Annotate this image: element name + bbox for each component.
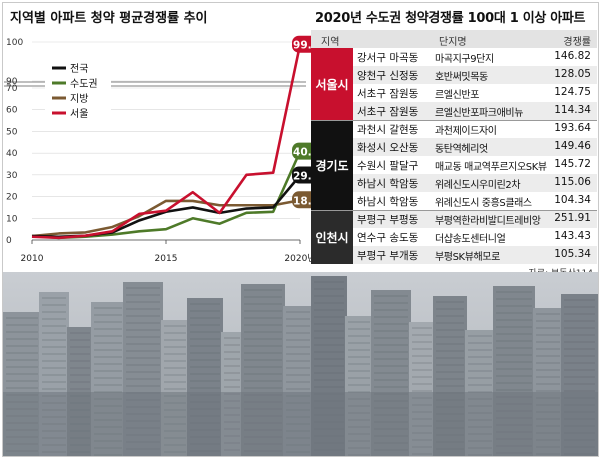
end-label-value: 29.7 xyxy=(293,171,312,183)
cell-rate: 115.06 xyxy=(554,176,591,188)
table-title: 2020년 수도권 청약경쟁률 100대 1 이상 아파트 xyxy=(315,11,586,26)
end-label-badge xyxy=(292,166,312,184)
table-row: 강서구 마곡동 마곡지구9단지 146.82 xyxy=(353,48,597,66)
chart-title: 지역별 아파트 청약 평균경쟁률 추이 xyxy=(10,10,208,26)
cell-district: 하남시 학암동 xyxy=(357,178,419,190)
table-row: 부평구 부평동 부평역한라비발디트레비앙 251.91 xyxy=(353,210,597,228)
cell-rate: 105.34 xyxy=(554,248,591,260)
cell-complex: 위례신도시 중흥S클래스 xyxy=(435,198,532,209)
region-gyeonggi: 경기도 xyxy=(311,120,353,210)
end-label-badge xyxy=(292,35,312,53)
table-row: 서초구 잠원동 르엘신반포파크애비뉴 114.34 xyxy=(353,102,597,120)
table-row: 서초구 잠원동 르엘신반포 124.75 xyxy=(353,84,597,102)
cell-district: 강서구 마곡동 xyxy=(357,52,419,64)
y-tick-label: 100 xyxy=(6,38,23,48)
cell-district: 수원시 팔달구 xyxy=(357,160,419,172)
table-row: 수원시 팔달구 매교동 매교역푸르지오SK뷰 145.72 xyxy=(353,156,597,174)
end-label-value: 99.3 xyxy=(293,40,312,52)
cell-rate: 193.64 xyxy=(554,122,591,134)
cell-district: 서초구 잠원동 xyxy=(357,88,419,100)
table-row: 하남시 학암동 위례신도시우미린2차 115.06 xyxy=(353,174,597,192)
end-label-value: 18.3 xyxy=(293,195,312,207)
y-tick-label: 30 xyxy=(6,171,18,181)
cell-rate: 114.34 xyxy=(554,104,591,116)
table-row: 하남시 학암동 위례신도시 중흥S클래스 104.34 xyxy=(353,192,597,210)
cell-complex: 매교동 매교역푸르지오SK뷰 xyxy=(435,162,547,173)
cell-rate: 146.82 xyxy=(554,50,591,62)
legend-label: 수도권 xyxy=(70,78,98,90)
cell-complex: 부평SK뷰해모로 xyxy=(435,252,500,263)
y-tick-label: 10 xyxy=(6,214,18,224)
header-rate: 경쟁률 xyxy=(563,37,591,48)
cell-complex: 동탄역헤리엇 xyxy=(435,144,488,155)
table-row: 연수구 송도동 더샵송도센터니얼 143.43 xyxy=(353,228,597,246)
low-rise-band xyxy=(3,392,598,456)
cell-district: 부평구 부개동 xyxy=(357,250,419,262)
legend-label: 서울 xyxy=(70,108,88,120)
cell-complex: 부평역한라비발디트레비앙 xyxy=(435,216,541,227)
y-tick-label: 40 xyxy=(6,149,18,159)
x-tick-label: 2015 xyxy=(155,254,178,264)
y-tick-label: 0 xyxy=(6,236,12,246)
series-line-서울 xyxy=(31,44,302,240)
cell-district: 연수구 송도동 xyxy=(357,232,419,244)
header-name: 단지명 xyxy=(439,37,467,48)
apartment-table: 2020년 수도권 청약경쟁률 100대 1 이상 아파트 지역 단지명 경쟁률… xyxy=(311,0,599,280)
cell-rate: 149.46 xyxy=(554,140,591,152)
x-tick-label: 2020년 xyxy=(284,253,312,264)
table-row: 과천시 갈현동 과천제이드자이 193.64 xyxy=(353,120,597,138)
cell-complex: 더샵송도센터니얼 xyxy=(435,234,506,245)
table-header: 지역 단지명 경쟁률 xyxy=(311,30,597,48)
cell-complex: 르엘신반포 xyxy=(435,90,480,101)
y-tick-label: 50 xyxy=(6,127,18,137)
y-tick-label: 70 xyxy=(6,84,18,94)
header-region: 지역 xyxy=(321,37,340,48)
cell-complex: 위례신도시우미린2차 xyxy=(435,180,521,191)
city-skyline-photo xyxy=(3,272,598,456)
cell-complex: 마곡지구9단지 xyxy=(435,54,494,65)
table-row: 양천구 신정동 호반써밋목동 128.05 xyxy=(353,66,597,84)
cell-district: 부평구 부평동 xyxy=(357,214,419,226)
end-label-badge xyxy=(292,142,312,160)
y-tick-label: 90 xyxy=(6,77,18,87)
cell-rate: 251.91 xyxy=(554,212,591,224)
y-tick-label: 20 xyxy=(6,193,18,203)
end-label-value: 40.7 xyxy=(293,147,312,159)
cell-rate: 145.72 xyxy=(554,158,591,170)
cell-rate: 104.34 xyxy=(554,194,591,206)
end-label-badge xyxy=(292,191,312,209)
table-row: 부평구 부개동 부평SK뷰해모로 105.34 xyxy=(353,246,597,264)
cell-district: 양천구 신정동 xyxy=(357,70,419,82)
group-divider xyxy=(311,210,597,211)
region-seoul: 서울시 xyxy=(311,48,353,120)
cell-district: 과천시 갈현동 xyxy=(357,124,419,136)
cell-district: 하남시 학암동 xyxy=(357,196,419,208)
cell-district: 화성시 오산동 xyxy=(357,142,419,154)
group-divider xyxy=(311,120,597,121)
series-line-지방 xyxy=(31,198,301,238)
region-incheon: 인천시 xyxy=(311,210,353,264)
legend-label: 전국 xyxy=(70,63,88,75)
cell-district: 서초구 잠원동 xyxy=(357,106,419,118)
cell-rate: 124.75 xyxy=(554,86,591,98)
legend-label: 지방 xyxy=(70,93,88,105)
x-tick-label: 2010 xyxy=(21,254,44,264)
cell-complex: 르엘신반포파크애비뉴 xyxy=(435,108,524,119)
series-line-수도권 xyxy=(31,151,302,240)
table-row: 화성시 오산동 동탄역헤리엇 149.46 xyxy=(353,138,597,156)
cell-rate: 128.05 xyxy=(554,68,591,80)
cell-rate: 143.43 xyxy=(554,230,591,242)
y-tick-label: 60 xyxy=(6,106,18,116)
cell-complex: 호반써밋목동 xyxy=(435,72,488,83)
cell-complex: 과천제이드자이 xyxy=(435,126,497,137)
